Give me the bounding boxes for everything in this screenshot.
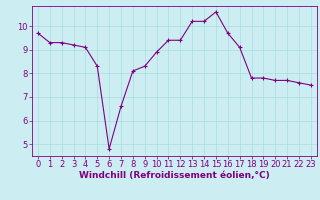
X-axis label: Windchill (Refroidissement éolien,°C): Windchill (Refroidissement éolien,°C): [79, 171, 270, 180]
